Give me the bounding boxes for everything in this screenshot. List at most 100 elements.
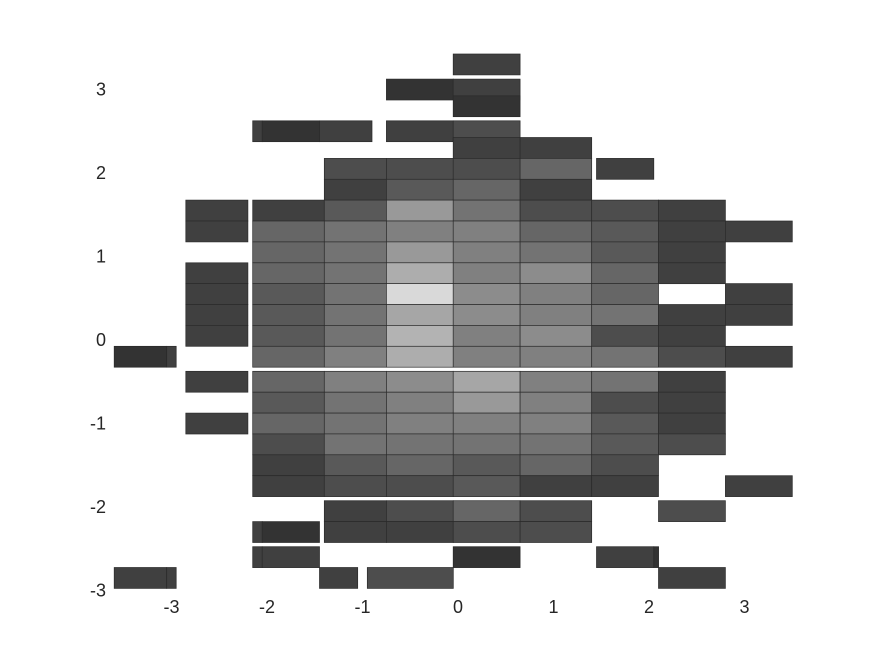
heatmap-tiles <box>113 53 793 589</box>
heatmap-tile <box>113 345 168 368</box>
heatmap-tile <box>519 283 593 305</box>
heatmap-tile <box>452 500 521 522</box>
x-tick-label: 2 <box>644 597 654 617</box>
heatmap-tile <box>252 546 263 568</box>
heatmap-tile <box>452 137 521 159</box>
heatmap-tile <box>323 262 387 285</box>
y-tick-label: 1 <box>96 247 106 267</box>
heatmap-tile <box>323 521 387 543</box>
heatmap-tile <box>252 120 263 143</box>
heatmap-tile <box>519 370 593 393</box>
heatmap-tile <box>386 391 454 414</box>
heatmap-tile <box>252 304 325 326</box>
y-tick-label: 2 <box>96 163 106 183</box>
heatmap-tile <box>452 199 521 222</box>
heatmap-tile <box>386 199 454 222</box>
heatmap-tile <box>386 475 454 497</box>
heatmap-tile <box>386 304 454 326</box>
heatmap-tile <box>386 283 454 305</box>
heatmap-tile <box>252 241 325 264</box>
heatmap-tile <box>386 178 454 201</box>
heatmap-tile <box>591 345 659 368</box>
heatmap-tile <box>658 345 726 368</box>
heatmap-tile <box>252 433 325 456</box>
heatmap-tile <box>323 158 387 180</box>
heatmap-tile <box>519 325 593 347</box>
heatmap-tile <box>519 199 593 222</box>
heatmap-tile <box>252 391 325 414</box>
heatmap-tile <box>452 325 521 347</box>
heatmap-tile <box>252 521 263 543</box>
heatmap-tile <box>591 433 659 456</box>
y-tick-label: 0 <box>96 330 106 350</box>
heatmap-tile <box>323 345 387 368</box>
x-tick-label: -3 <box>163 597 179 617</box>
heatmap-tile <box>591 199 659 222</box>
heatmap-tile <box>658 241 726 264</box>
x-tick-label: 3 <box>739 597 749 617</box>
heatmap-tile <box>185 304 249 326</box>
heatmap-tile <box>319 567 359 589</box>
heatmap-tile <box>319 120 373 143</box>
heatmap-tile <box>185 220 249 243</box>
heatmap-tile <box>252 325 325 347</box>
y-tick-label: -1 <box>90 414 106 434</box>
heatmap-tile <box>591 370 659 393</box>
heatmap-tile <box>658 412 726 435</box>
heatmap-tile <box>591 391 659 414</box>
heatmap-tile <box>323 178 387 201</box>
heatmap-tile <box>252 345 325 368</box>
heatmap-tile <box>452 95 521 118</box>
heatmap-tile <box>591 283 659 305</box>
heatmap-tile <box>386 500 454 522</box>
heatmap-tile <box>725 304 793 326</box>
heatmap-tile <box>725 283 793 305</box>
heatmap-tile <box>386 433 454 456</box>
heatmap-tile <box>591 262 659 285</box>
heatmap-tile <box>596 546 655 568</box>
heatmap-tile <box>323 199 387 222</box>
heatmap-tile <box>386 120 454 143</box>
heatmap-tile <box>323 220 387 243</box>
heatmap-tile <box>386 158 454 180</box>
heatmap-tile <box>323 325 387 347</box>
heatmap-tile <box>452 262 521 285</box>
y-axis-tick-labels: -3 -2 -1 0 1 2 3 <box>90 80 106 601</box>
x-axis-tick-labels: -3 -2 -1 0 1 2 3 <box>163 597 749 617</box>
heatmap-tile <box>452 475 521 497</box>
heatmap-tile <box>386 220 454 243</box>
heatmap-tile <box>452 304 521 326</box>
heatmap-tile <box>323 391 387 414</box>
heatmap-tile <box>252 220 325 243</box>
heatmap-tile <box>166 345 177 368</box>
heatmap-tile <box>658 199 726 222</box>
heatmap-tile <box>323 475 387 497</box>
heatmap-tile <box>452 158 521 180</box>
heatmap-tile <box>386 78 454 101</box>
heatmap-tile <box>519 433 593 456</box>
heatmap-tile <box>166 567 177 589</box>
heatmap-tile <box>252 454 325 477</box>
heatmap-tile <box>452 521 521 543</box>
heatmap-tile <box>185 370 249 393</box>
heatmap-tile <box>519 345 593 368</box>
heatmap-tile <box>323 370 387 393</box>
heatmap-tile <box>386 325 454 347</box>
heatmap-tile <box>653 546 659 568</box>
heatmap-tile <box>725 475 793 497</box>
heatmap-tile <box>323 454 387 477</box>
heatmap-tile <box>386 454 454 477</box>
heatmap-tile <box>252 412 325 435</box>
heatmap-tile <box>452 546 521 568</box>
x-tick-label: -1 <box>354 597 370 617</box>
y-tick-label: -2 <box>90 497 106 517</box>
heatmap-tile <box>658 370 726 393</box>
heatmap-tile <box>519 521 593 543</box>
heatmap-tile <box>452 241 521 264</box>
heatmap-tile <box>519 262 593 285</box>
heatmap-tile <box>323 304 387 326</box>
heatmap-tile <box>185 262 249 285</box>
heatmap-tile <box>261 521 320 543</box>
heatmap-tile <box>323 241 387 264</box>
